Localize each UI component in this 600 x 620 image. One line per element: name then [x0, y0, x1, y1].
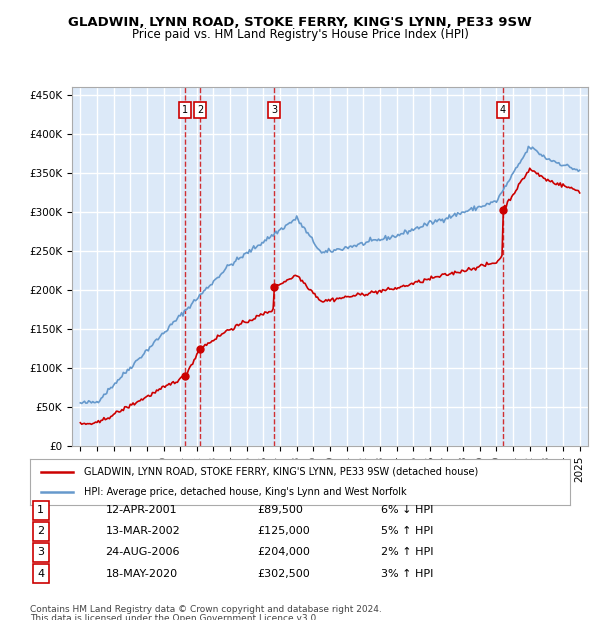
- Text: GLADWIN, LYNN ROAD, STOKE FERRY, KING'S LYNN, PE33 9SW: GLADWIN, LYNN ROAD, STOKE FERRY, KING'S …: [68, 16, 532, 29]
- Text: 18-MAY-2020: 18-MAY-2020: [106, 569, 178, 578]
- Text: 1: 1: [182, 105, 188, 115]
- Text: £89,500: £89,500: [257, 505, 302, 515]
- Text: 6% ↓ HPI: 6% ↓ HPI: [381, 505, 433, 515]
- Text: 5% ↑ HPI: 5% ↑ HPI: [381, 526, 433, 536]
- Text: 1: 1: [37, 505, 44, 515]
- Text: 3% ↑ HPI: 3% ↑ HPI: [381, 569, 433, 578]
- Text: £125,000: £125,000: [257, 526, 310, 536]
- Text: 13-MAR-2002: 13-MAR-2002: [106, 526, 181, 536]
- Text: 2% ↑ HPI: 2% ↑ HPI: [381, 547, 433, 557]
- Text: 2: 2: [197, 105, 203, 115]
- Text: 24-AUG-2006: 24-AUG-2006: [106, 547, 180, 557]
- Text: This data is licensed under the Open Government Licence v3.0.: This data is licensed under the Open Gov…: [30, 614, 319, 620]
- Text: Contains HM Land Registry data © Crown copyright and database right 2024.: Contains HM Land Registry data © Crown c…: [30, 604, 382, 614]
- Text: 3: 3: [37, 547, 44, 557]
- Text: £302,500: £302,500: [257, 569, 310, 578]
- Text: GLADWIN, LYNN ROAD, STOKE FERRY, KING'S LYNN, PE33 9SW (detached house): GLADWIN, LYNN ROAD, STOKE FERRY, KING'S …: [84, 467, 478, 477]
- Text: 12-APR-2001: 12-APR-2001: [106, 505, 177, 515]
- Text: £204,000: £204,000: [257, 547, 310, 557]
- Text: Price paid vs. HM Land Registry's House Price Index (HPI): Price paid vs. HM Land Registry's House …: [131, 28, 469, 41]
- Text: 2: 2: [37, 526, 44, 536]
- Text: 3: 3: [271, 105, 277, 115]
- Text: HPI: Average price, detached house, King's Lynn and West Norfolk: HPI: Average price, detached house, King…: [84, 487, 407, 497]
- Text: 4: 4: [500, 105, 506, 115]
- Text: 4: 4: [37, 569, 44, 578]
